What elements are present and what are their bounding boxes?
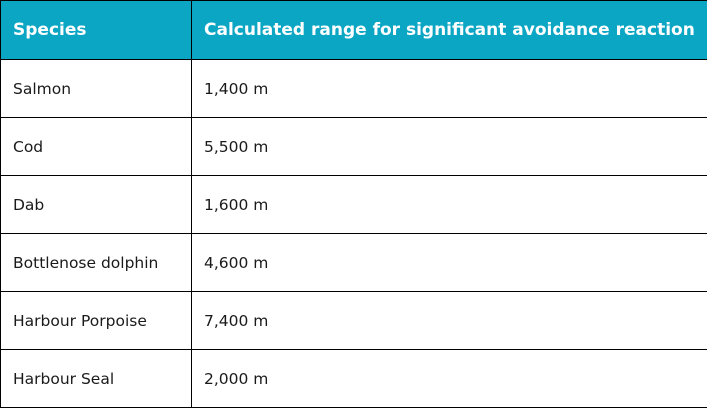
range-cell: 4,600 m [191, 233, 707, 292]
species-cell: Dab [0, 175, 192, 234]
table-row: Bottlenose dolphin 4,600 m [0, 233, 707, 292]
species-cell: Harbour Porpoise [0, 291, 192, 350]
range-cell: 7,400 m [191, 291, 707, 350]
table-row: Salmon 1,400 m [0, 59, 707, 118]
range-cell: 2,000 m [191, 349, 707, 408]
species-cell: Cod [0, 117, 192, 176]
range-cell: 5,500 m [191, 117, 707, 176]
table-row: Dab 1,600 m [0, 175, 707, 234]
top-border-line [0, 0, 707, 1]
column-header-species: Species [0, 0, 192, 60]
range-cell: 1,600 m [191, 175, 707, 234]
species-cell: Salmon [0, 59, 192, 118]
species-cell: Bottlenose dolphin [0, 233, 192, 292]
table-row: Cod 5,500 m [0, 117, 707, 176]
range-cell: 1,400 m [191, 59, 707, 118]
table-row: Harbour Porpoise 7,400 m [0, 291, 707, 350]
column-header-range: Calculated range for significant avoidan… [191, 0, 707, 60]
table-row: Harbour Seal 2,000 m [0, 349, 707, 408]
species-cell: Harbour Seal [0, 349, 192, 408]
table-header-row: Species Calculated range for significant… [0, 0, 707, 60]
